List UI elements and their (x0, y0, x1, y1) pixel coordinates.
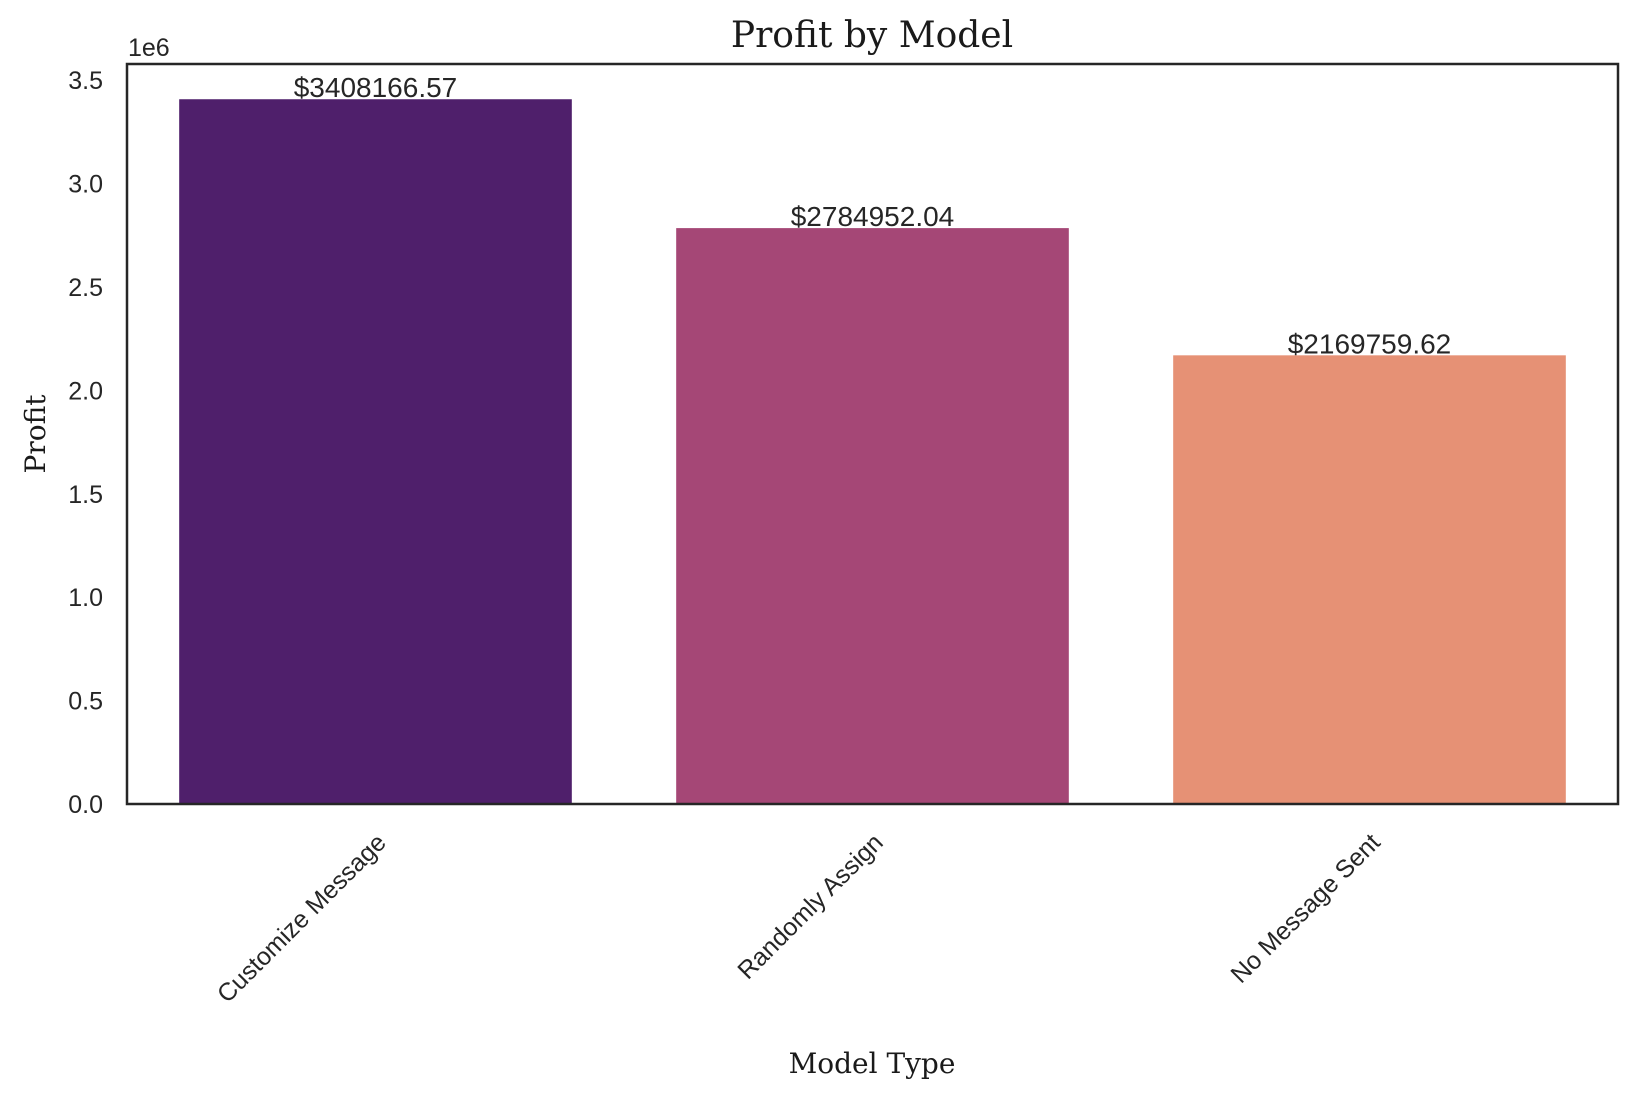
value-labels-group: $3408166.57 $2784952.04 $2169759.62 (294, 72, 1452, 359)
x-tick-label: Randomly Assign (732, 828, 888, 984)
x-tick-label: No Message Sent (1225, 828, 1385, 988)
y-tick-label: 3.5 (68, 67, 103, 95)
x-axis-ticks: Customize Message Randomly Assign No Messa… (212, 828, 1386, 1008)
bar-value-label: $2169759.62 (1288, 328, 1452, 359)
chart-title: Profit by Model (731, 15, 1013, 56)
y-tick-label: 1.5 (68, 481, 103, 509)
plot-frame (125, 62, 1620, 806)
y-axis-offset-label: 1e6 (128, 34, 170, 62)
bar (676, 228, 1069, 804)
y-tick-label: 1.0 (68, 584, 103, 612)
y-tick-label: 0.0 (68, 791, 103, 819)
bar-value-label: $3408166.57 (294, 72, 458, 103)
y-tick-label: 0.5 (68, 688, 103, 716)
bar-value-label: $2784952.04 (791, 201, 955, 232)
y-axis-label: Profit (19, 394, 52, 474)
y-axis-ticks: 0.0 0.5 1.0 1.5 2.0 2.5 3.0 3.5 (68, 67, 103, 819)
bar (179, 99, 572, 804)
bars-group (179, 99, 1566, 804)
y-tick-label: 2.0 (68, 377, 103, 405)
x-axis-label: Model Type (789, 1047, 956, 1080)
x-tick-label: Customize Message (212, 828, 392, 1008)
y-tick-label: 3.0 (68, 171, 103, 199)
bar (1173, 355, 1566, 804)
y-tick-label: 2.5 (68, 274, 103, 302)
